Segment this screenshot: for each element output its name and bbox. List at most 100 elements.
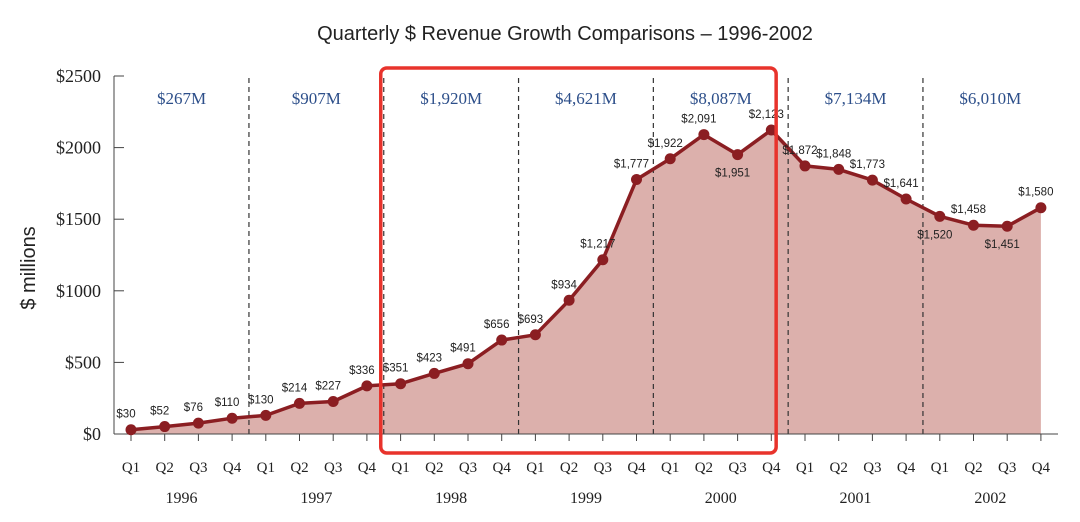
- y-tick-label: $2500: [56, 66, 101, 86]
- data-point: [597, 254, 609, 266]
- year-label: 2000: [705, 490, 737, 507]
- x-tick-label: Q4: [897, 460, 916, 476]
- highlight-layer: [379, 66, 778, 455]
- year-label: 1996: [166, 490, 198, 507]
- data-point: [159, 421, 171, 433]
- annual-total: $4,621M: [555, 89, 617, 108]
- data-label: $1,951: [715, 168, 750, 180]
- data-label: $1,520: [917, 229, 952, 241]
- data-point: [395, 378, 407, 390]
- data-label: $1,922: [648, 138, 683, 150]
- data-point: [833, 163, 845, 175]
- x-tick-label: Q4: [358, 460, 377, 476]
- data-point: [866, 174, 878, 186]
- series-line-layer: [125, 124, 1047, 436]
- annual-total: $267M: [157, 89, 206, 108]
- data-point: [260, 409, 272, 421]
- data-point: [900, 193, 912, 205]
- data-point: [496, 334, 508, 346]
- year-label: 2002: [974, 490, 1006, 507]
- year-label: 2001: [840, 490, 872, 507]
- x-tick-label: Q2: [156, 460, 174, 476]
- data-point: [664, 153, 676, 165]
- data-label: $1,773: [850, 159, 885, 171]
- data-label: $30: [116, 409, 135, 421]
- annual-total: $7,134M: [825, 89, 887, 108]
- data-point: [428, 367, 440, 379]
- data-point: [934, 210, 946, 222]
- x-tick-label: Q2: [290, 460, 308, 476]
- data-label: $214: [282, 382, 308, 394]
- data-label: $491: [450, 343, 476, 355]
- data-point: [327, 395, 339, 407]
- data-label: $1,872: [782, 145, 817, 157]
- data-point: [529, 329, 541, 341]
- data-label: $1,777: [614, 159, 649, 171]
- highlight-box: [379, 66, 778, 455]
- data-label: $2,123: [749, 109, 784, 121]
- x-tick-label: Q3: [459, 460, 477, 476]
- x-tick-label: Q2: [964, 460, 982, 476]
- y-tick-label: $1000: [56, 281, 101, 301]
- x-tick-label: Q1: [661, 460, 679, 476]
- x-tick-label: Q1: [526, 460, 544, 476]
- data-point: [732, 149, 744, 161]
- x-tick-label: Q1: [257, 460, 275, 476]
- data-label: $1,641: [884, 178, 919, 190]
- axes: $0 $500 $1000 $1500 $2000 $2500 Q1 Q2 Q3 Q4 Q1 Q2 Q3…: [56, 66, 1058, 507]
- chart-title: Quarterly $ Revenue Growth Comparisons –…: [317, 23, 813, 45]
- data-point: [1001, 220, 1013, 232]
- data-label: $656: [484, 319, 510, 331]
- data-label: $1,580: [1018, 187, 1053, 199]
- data-label: $336: [349, 365, 375, 377]
- data-point: [968, 219, 979, 231]
- data-label: $2,091: [681, 114, 716, 126]
- data-label: $423: [417, 352, 443, 364]
- data-point: [631, 174, 642, 186]
- x-tick-label: Q4: [762, 460, 781, 476]
- data-point: [361, 380, 373, 392]
- data-point: [226, 412, 238, 424]
- x-tick-label: Q3: [998, 460, 1016, 476]
- year-label: 1997: [300, 490, 332, 507]
- annual-total: $6,010M: [959, 89, 1021, 108]
- data-label: $76: [184, 402, 203, 414]
- data-point: [765, 124, 777, 136]
- data-point: [563, 294, 575, 306]
- data-label: $351: [383, 363, 409, 375]
- data-label-layer: $30 $52 $76 $110 $130 $214 $227 $336 $351 $423 $49…: [116, 109, 1053, 421]
- series-line: [130, 128, 1042, 432]
- data-label: $52: [150, 406, 169, 418]
- x-tick-label: Q1: [391, 460, 409, 476]
- year-label: 1999: [570, 490, 602, 507]
- data-point: [698, 129, 710, 141]
- data-label: $1,458: [951, 204, 986, 216]
- data-label: $110: [215, 397, 240, 409]
- data-label: $227: [315, 380, 341, 392]
- y-tick-label: $0: [83, 424, 101, 444]
- x-tick-label: Q1: [796, 460, 814, 476]
- data-point: [799, 160, 811, 172]
- x-tick-label: Q2: [560, 460, 578, 476]
- y-tick-label: $2000: [56, 138, 101, 158]
- annual-total: $1,920M: [420, 89, 482, 108]
- data-label: $934: [551, 279, 577, 291]
- x-tick-label: Q2: [830, 460, 848, 476]
- x-tick-label: Q1: [931, 460, 949, 476]
- x-tick-label: Q2: [695, 460, 713, 476]
- data-label: $693: [518, 314, 544, 326]
- data-point: [125, 424, 137, 436]
- x-tick-label: Q4: [493, 460, 512, 476]
- x-tick-label: Q4: [627, 460, 646, 476]
- data-label: $1,848: [816, 148, 851, 160]
- x-tick-label: Q3: [728, 460, 746, 476]
- x-tick-label: Q4: [223, 460, 242, 476]
- year-label: 1998: [435, 490, 467, 507]
- data-label: $1,217: [580, 239, 615, 251]
- data-point: [294, 397, 305, 409]
- data-point: [462, 358, 474, 370]
- data-point: [1035, 202, 1047, 214]
- annual-total: $907M: [292, 89, 341, 108]
- x-tick-label: Q3: [189, 460, 207, 476]
